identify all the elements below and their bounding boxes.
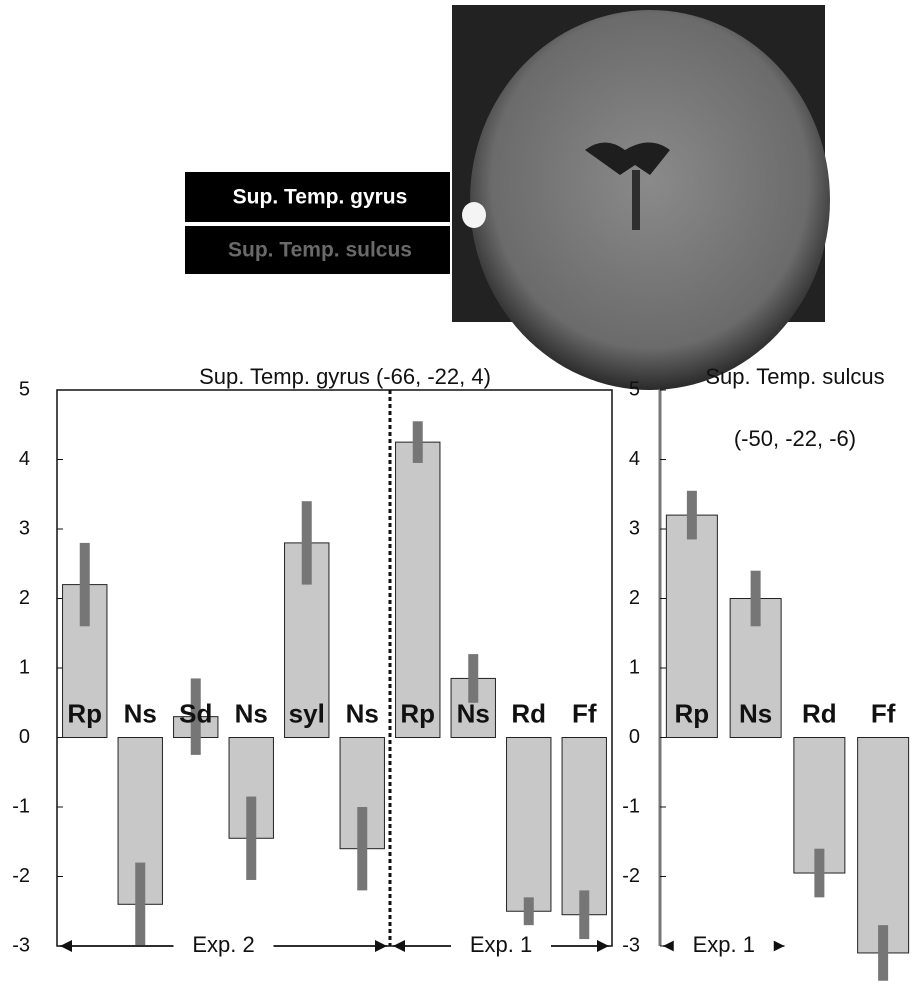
arrow-head (375, 940, 387, 952)
annotation-bg (173, 932, 274, 960)
bar (561, 737, 607, 916)
region-label: Sup. Temp. sulcus (228, 239, 412, 262)
error-bar (301, 501, 312, 585)
category-label: Sd (179, 698, 212, 728)
bar (857, 737, 910, 954)
y-tick-label: 3 (19, 517, 30, 539)
y-tick-label: 4 (19, 448, 30, 470)
category-label: Ff (572, 698, 597, 728)
y-tick-label: 1 (629, 656, 640, 678)
chart-title: Sup. Temp. sulcus (705, 364, 884, 389)
error-bar (412, 421, 423, 463)
error-bar (468, 654, 479, 703)
y-tick-label: 2 (629, 587, 640, 609)
y-tick-label: 0 (629, 726, 640, 748)
annotation-bg (451, 932, 551, 960)
bar (395, 441, 441, 738)
mri-brain (470, 10, 830, 390)
annotation-bg (673, 932, 774, 960)
category-label: Ns (457, 698, 490, 728)
chart-title: Sup. Temp. gyrus (-66, -22, 4) (199, 364, 491, 389)
category-label: Rd (511, 698, 546, 728)
category-label: Ns (124, 698, 157, 728)
bar (665, 514, 718, 738)
arrow-head (663, 940, 675, 952)
y-tick-label: 1 (19, 656, 30, 678)
label-box (185, 172, 450, 222)
label-box (185, 226, 450, 274)
category-label: Ns (346, 698, 379, 728)
category-label: Rp (400, 698, 435, 728)
bar (506, 737, 552, 912)
arrow-head (597, 940, 609, 952)
y-tick-label: -3 (622, 934, 640, 956)
category-label: Ns (739, 698, 772, 728)
mri-ventricles (585, 142, 670, 175)
y-tick-label: 5 (19, 378, 30, 400)
y-tick-label: 2 (19, 587, 30, 609)
category-label: Ff (871, 698, 896, 728)
y-tick-label: 0 (19, 726, 30, 748)
annotation: Exp. 2 (192, 932, 254, 957)
y-tick-label: 5 (629, 378, 640, 400)
arrow-head (393, 940, 405, 952)
error-bar (750, 570, 761, 627)
arrow-head (60, 940, 72, 952)
error-bar (579, 890, 590, 940)
annotation: Exp. 1 (693, 932, 755, 957)
mri-blob (462, 202, 486, 228)
error-bar (135, 862, 146, 946)
y-tick-label: -1 (12, 795, 30, 817)
arrow-head (772, 940, 785, 952)
region-label: Sup. Temp. gyrus (233, 186, 408, 209)
error-bar (814, 848, 825, 898)
error-bar (79, 542, 90, 627)
error-bar (523, 897, 534, 926)
error-bar (190, 678, 201, 755)
error-bar (878, 925, 889, 981)
error-bar (357, 807, 368, 891)
category-label: syl (289, 698, 325, 728)
category-label: Rp (67, 698, 102, 728)
category-label: Rp (675, 698, 710, 728)
y-tick-label: -1 (622, 795, 640, 817)
y-tick-label: -2 (12, 865, 30, 887)
annotation: Exp. 1 (470, 932, 532, 957)
chart-subtitle: (-50, -22, -6) (734, 426, 856, 451)
category-label: Rd (802, 698, 837, 728)
mri-ventricle-stem (632, 170, 640, 230)
category-label: Ns (235, 698, 268, 728)
y-tick-label: 4 (629, 448, 640, 470)
error-bar (686, 490, 697, 540)
y-tick-label: 3 (629, 517, 640, 539)
y-tick-label: -3 (12, 934, 30, 956)
error-bar (246, 796, 257, 880)
y-tick-label: -2 (622, 865, 640, 887)
